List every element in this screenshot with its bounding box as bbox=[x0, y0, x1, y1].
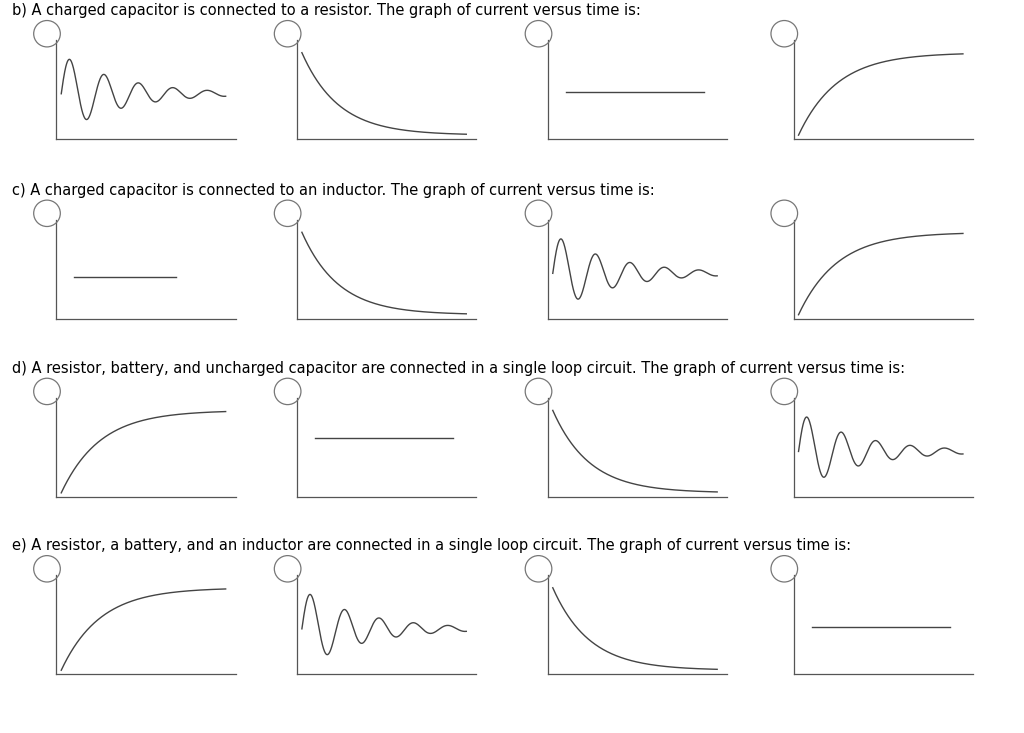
Text: d) A resistor, battery, and uncharged capacitor are connected in a single loop c: d) A resistor, battery, and uncharged ca… bbox=[12, 361, 905, 376]
Text: e) A resistor, a battery, and an inductor are connected in a single loop circuit: e) A resistor, a battery, and an inducto… bbox=[12, 539, 851, 553]
Text: b) A charged capacitor is connected to a resistor. The graph of current versus t: b) A charged capacitor is connected to a… bbox=[12, 4, 641, 18]
Text: c) A charged capacitor is connected to an inductor. The graph of current versus : c) A charged capacitor is connected to a… bbox=[12, 183, 655, 198]
